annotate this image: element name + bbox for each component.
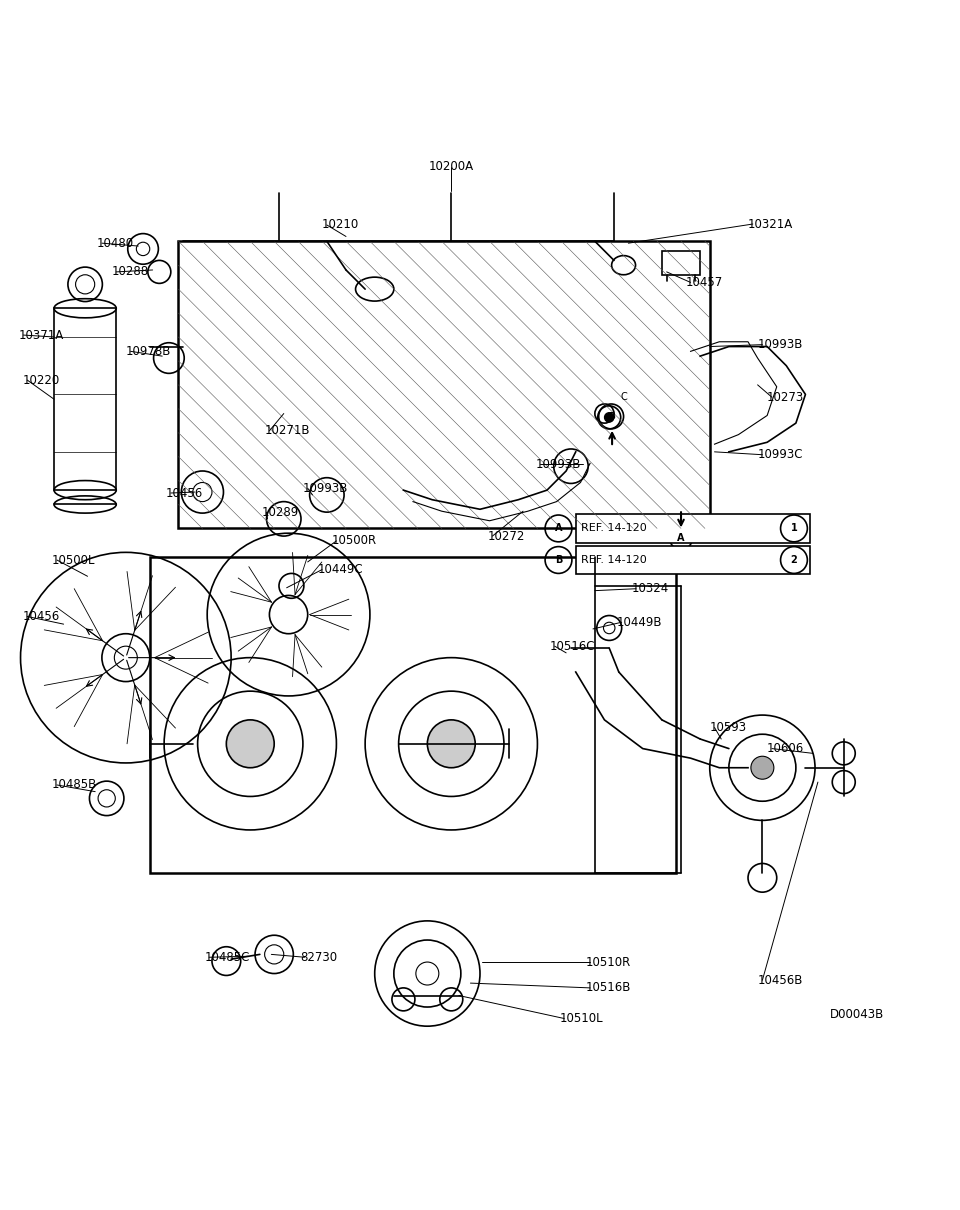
Text: 10273: 10273 <box>767 391 804 404</box>
Text: 10593: 10593 <box>709 721 747 734</box>
Text: 10449C: 10449C <box>317 563 363 576</box>
Bar <box>576 514 810 543</box>
Text: 10993C: 10993C <box>757 448 804 461</box>
Text: 1: 1 <box>791 524 798 534</box>
Text: 10480: 10480 <box>97 237 134 249</box>
Text: 10272: 10272 <box>488 530 525 542</box>
Text: 10993B: 10993B <box>757 338 803 351</box>
Text: 10456B: 10456B <box>757 974 803 986</box>
Text: B: B <box>608 411 614 421</box>
Text: B: B <box>555 555 563 565</box>
Text: 10516C: 10516C <box>550 640 595 652</box>
Text: 10500R: 10500R <box>331 535 376 547</box>
Text: A: A <box>677 532 684 543</box>
Text: 10606: 10606 <box>767 742 804 755</box>
Text: 10288: 10288 <box>111 265 149 278</box>
Text: 10993B: 10993B <box>303 482 348 495</box>
Text: 10321A: 10321A <box>748 218 793 231</box>
Text: 82730: 82730 <box>300 951 337 963</box>
Text: A: A <box>555 524 563 534</box>
Text: 2: 2 <box>791 555 798 565</box>
Text: 10516B: 10516B <box>586 981 631 995</box>
Text: 10210: 10210 <box>322 219 359 231</box>
Text: 10510L: 10510L <box>560 1012 603 1025</box>
Text: REF. 14-120: REF. 14-120 <box>581 524 646 534</box>
Circle shape <box>427 720 475 767</box>
Bar <box>576 546 810 575</box>
Text: 10485C: 10485C <box>204 951 250 963</box>
Text: 10371A: 10371A <box>18 329 64 341</box>
Text: 10456: 10456 <box>22 610 60 623</box>
Text: 10449B: 10449B <box>617 616 662 629</box>
Bar <box>661 250 700 275</box>
Text: 10993B: 10993B <box>536 457 581 471</box>
Circle shape <box>751 756 774 779</box>
Text: 10456: 10456 <box>166 486 204 500</box>
Circle shape <box>227 720 275 767</box>
Circle shape <box>605 413 614 422</box>
Text: REF. 14-120: REF. 14-120 <box>581 555 646 565</box>
Text: 10510R: 10510R <box>586 956 631 968</box>
Text: C: C <box>620 392 627 402</box>
Text: 10500L: 10500L <box>52 553 96 566</box>
Text: 10485B: 10485B <box>52 778 97 791</box>
Bar <box>179 241 709 529</box>
Text: 10289: 10289 <box>262 506 299 519</box>
Bar <box>54 309 116 490</box>
Text: 10220: 10220 <box>22 374 60 386</box>
Text: 10978B: 10978B <box>126 345 171 358</box>
Text: D00043B: D00043B <box>829 1008 883 1021</box>
Text: 10200A: 10200A <box>429 160 474 173</box>
Bar <box>150 557 676 874</box>
Text: 10271B: 10271B <box>265 425 310 437</box>
Text: 10457: 10457 <box>685 276 723 289</box>
Text: 10324: 10324 <box>632 582 668 595</box>
